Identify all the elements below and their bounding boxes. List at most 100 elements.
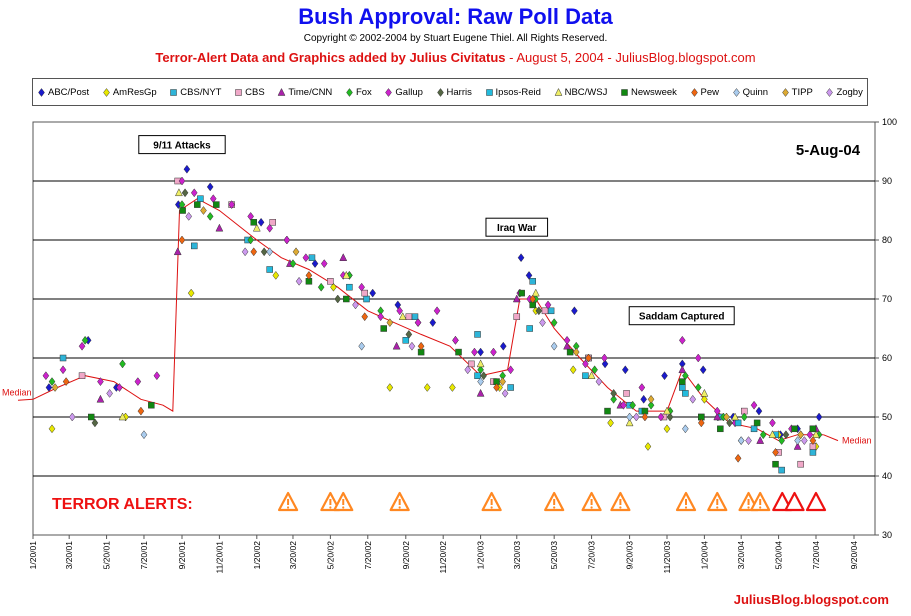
data-point (358, 282, 365, 292)
data-point (679, 384, 686, 391)
data-point (68, 412, 76, 422)
legend-marker-shape (690, 87, 698, 97)
data-point (346, 283, 353, 291)
annotation-label: Saddam Captured (639, 312, 725, 323)
data-point (464, 365, 472, 375)
x-tick-label: 1/20/01 (28, 541, 38, 570)
legend-marker-shape (103, 87, 110, 97)
data-point (118, 412, 127, 421)
data-point (585, 353, 592, 363)
legend-label: CBS/NYT (180, 86, 222, 98)
data-point (610, 388, 617, 398)
data-point (178, 235, 186, 245)
legend-item: Time/CNN (277, 87, 332, 98)
legend-marker (346, 87, 353, 97)
data-point (610, 394, 617, 404)
plot-frame (32, 121, 876, 536)
data-point (694, 353, 702, 363)
legend-marker-shape (38, 87, 45, 97)
data-point (87, 413, 95, 421)
alert-dot (747, 506, 750, 509)
data-point (517, 253, 525, 263)
data-point (550, 341, 558, 351)
data-point (518, 289, 525, 297)
data-point (361, 289, 368, 297)
data-point (137, 406, 145, 416)
data-point (629, 400, 636, 410)
data-point (474, 372, 481, 379)
data-point (468, 360, 475, 368)
terror-alert-icon (805, 491, 827, 512)
data-point (572, 347, 580, 357)
legend-label: Newsweek (630, 86, 677, 98)
data-point (289, 259, 297, 269)
data-point (679, 335, 686, 345)
data-point (750, 400, 758, 410)
legend-item: Fox (345, 87, 372, 98)
data-point (539, 318, 546, 328)
x-tick-label: 9/20/04 (849, 541, 859, 570)
data-point (772, 447, 779, 457)
x-tick-label: 3/20/02 (288, 541, 298, 570)
data-point (78, 341, 86, 351)
legend-label: Pew (700, 86, 720, 98)
data-point (529, 278, 536, 285)
data-point (499, 341, 507, 351)
legend-label: Gallup (395, 86, 423, 98)
data-point (493, 383, 500, 392)
legend-marker (690, 87, 698, 97)
data-point (455, 348, 462, 356)
data-point (513, 313, 521, 320)
terror-alert-icon (320, 491, 341, 512)
legend-label: Harris (446, 86, 472, 98)
data-point (713, 406, 721, 416)
series-zogby (68, 211, 808, 446)
data-point (607, 418, 614, 428)
data-point (51, 383, 59, 392)
data-point (563, 335, 571, 345)
data-point (745, 436, 752, 446)
data-point (377, 312, 384, 322)
data-point (59, 354, 67, 362)
data-point (755, 406, 763, 416)
data-point (423, 383, 431, 392)
legend-item: ABC/Post (37, 87, 89, 98)
legend-label: Quinn (742, 86, 769, 98)
data-point (640, 394, 648, 404)
data-point (569, 365, 577, 375)
data-point (661, 371, 668, 381)
data-point (797, 460, 804, 468)
data-point (663, 406, 671, 415)
annotation-box (485, 217, 549, 237)
alert-dot (619, 506, 622, 509)
legend-item: CBS (234, 87, 265, 98)
legend-label: Zogby (836, 86, 863, 98)
data-point (682, 390, 689, 397)
x-tick-label: 11/20/02 (438, 541, 448, 574)
x-tick-label: 1/20/04 (699, 541, 709, 570)
terror-alert-icon (784, 491, 805, 512)
alert-dot (684, 506, 688, 509)
data-point (320, 259, 328, 269)
data-point (507, 384, 514, 391)
data-point (793, 441, 802, 450)
alert-dot (398, 506, 401, 509)
data-point (173, 247, 182, 256)
legend-marker-shape (485, 88, 493, 96)
legend-marker (235, 88, 242, 96)
data-point (134, 377, 142, 387)
x-tick-label: 3/20/03 (512, 541, 522, 570)
data-point (700, 388, 709, 397)
legend-marker-shape (826, 87, 834, 97)
x-tick-label: 9/20/02 (401, 541, 411, 570)
data-point (699, 365, 707, 375)
data-point (809, 425, 817, 433)
data-point (663, 424, 671, 434)
y-tick-label: 40 (882, 471, 892, 481)
data-point (678, 365, 687, 374)
terror-alert-icon (481, 491, 502, 512)
data-point (809, 449, 817, 456)
data-point (213, 201, 220, 208)
data-point (190, 188, 198, 198)
data-point (499, 377, 506, 387)
